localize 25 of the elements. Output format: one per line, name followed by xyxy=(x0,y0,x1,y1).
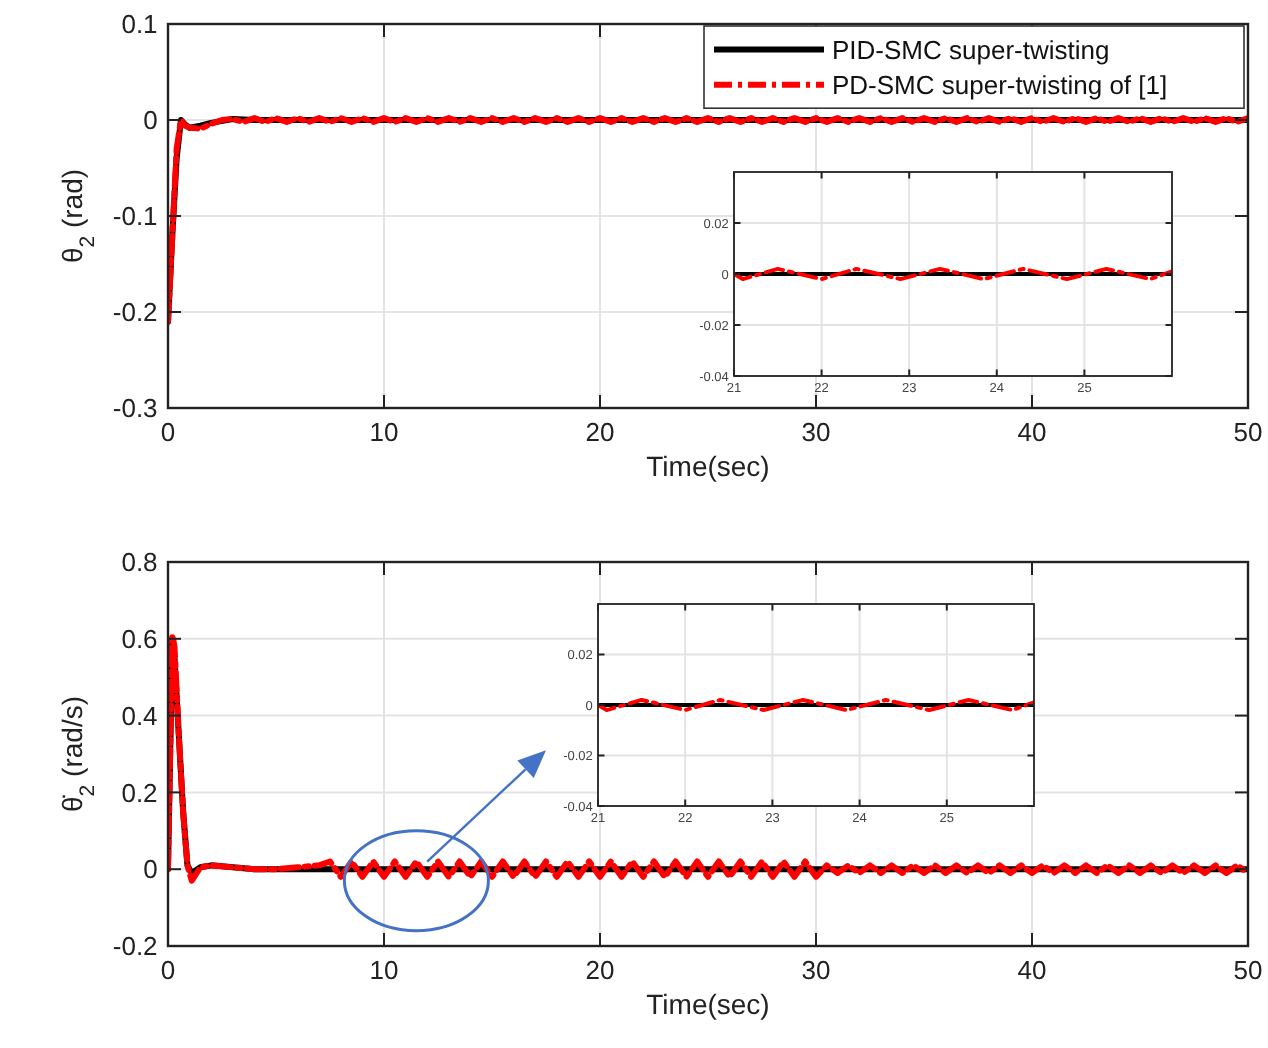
y-tick-label: -0.1 xyxy=(112,201,158,232)
y-tick-label: 0.6 xyxy=(121,623,158,654)
x-tick-label: 50 xyxy=(1233,416,1263,447)
x-axis-title: Time(sec) xyxy=(646,449,770,482)
y-tick-label: 0.1 xyxy=(121,9,158,40)
y-tick-label: 0 xyxy=(143,105,158,136)
x-tick-label: 30 xyxy=(801,416,831,447)
y-tick-label: 0.2 xyxy=(121,777,158,808)
x-tick-label: 40 xyxy=(1017,954,1047,985)
y-tick-label: -0.3 xyxy=(112,393,158,424)
y-tick-label: 0.4 xyxy=(121,700,158,731)
legend-label: PD-SMC super-twisting of [1] xyxy=(832,69,1168,100)
y-tick-label: -0.2 xyxy=(112,931,158,962)
y-tick-label: 0.8 xyxy=(121,547,158,578)
x-tick-label: 10 xyxy=(369,416,399,447)
x-tick-label: 10 xyxy=(369,954,399,985)
x-tick-label: 20 xyxy=(585,416,615,447)
x-tick-label: 50 xyxy=(1233,954,1263,985)
x-tick-label: 30 xyxy=(801,954,831,985)
x-tick-label: 40 xyxy=(1017,416,1047,447)
y-tick-label: 0 xyxy=(143,854,158,885)
x-axis-title: Time(sec) xyxy=(646,987,770,1020)
y-tick-label: -0.2 xyxy=(112,297,158,328)
x-tick-label: 20 xyxy=(585,954,615,985)
legend-label: PID-SMC super-twisting xyxy=(832,34,1110,65)
